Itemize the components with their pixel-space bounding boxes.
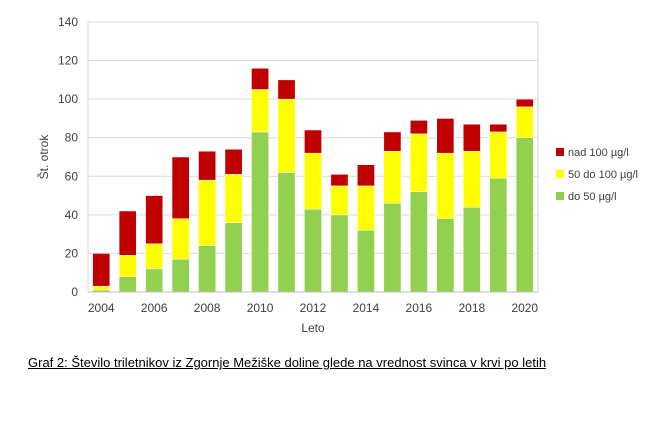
x-tick-label: 2010 — [247, 301, 274, 315]
x-tick-label: 2014 — [353, 301, 380, 315]
x-tick-label: 2006 — [141, 301, 168, 315]
x-tick-label: 2012 — [300, 301, 327, 315]
bar-segment-2008-s0 — [198, 245, 216, 293]
bar-segment-2007-s0 — [171, 258, 190, 293]
bar-segment-2005-s2 — [118, 210, 137, 256]
bar-segment-2004-s1 — [92, 285, 111, 291]
bar-segment-2004-s2 — [92, 253, 111, 287]
bar-segment-2009-s2 — [224, 149, 243, 175]
bar-segment-2017-s1 — [436, 152, 455, 219]
bar-segment-2015-s0 — [383, 203, 402, 293]
y-tick-label: 80 — [65, 131, 79, 145]
legend: nad 100 µg/l 50 do 100 µg/l do 50 µg/l — [556, 147, 638, 203]
y-tick-label: 20 — [65, 246, 79, 260]
bar-segment-2012-s0 — [304, 208, 322, 293]
bar-segment-2007-s1 — [171, 218, 190, 260]
bar-segment-2013-s1 — [330, 185, 349, 216]
bar-segment-2009-s1 — [224, 174, 243, 223]
y-tick-label: 140 — [58, 15, 78, 29]
bar-segment-2005-s1 — [118, 255, 137, 277]
bar-segment-2019-s2 — [489, 123, 508, 133]
x-tick-labels: 2004 2006 2008 2010 2012 2014 2016 2018 2020 — [88, 301, 539, 315]
bar-segment-2014-s1 — [357, 185, 375, 231]
y-tick-label: 60 — [65, 169, 79, 183]
legend-swatch — [556, 148, 564, 156]
bars — [92, 68, 534, 293]
x-tick-label: 2004 — [88, 301, 115, 315]
bar-segment-2008-s2 — [198, 150, 216, 181]
y-tick-label: 40 — [65, 208, 79, 222]
bar-segment-2009-s0 — [224, 222, 243, 293]
bar-segment-2015-s2 — [383, 131, 402, 152]
bar-segment-2016-s1 — [410, 133, 428, 192]
legend-swatch — [556, 170, 564, 178]
bar-segment-2013-s0 — [330, 214, 349, 293]
bar-segment-2019-s1 — [489, 131, 508, 179]
x-tick-label: 2018 — [458, 301, 485, 315]
bar-segment-2018-s1 — [462, 150, 481, 208]
bar-segment-2006-s2 — [145, 195, 164, 245]
bar-segment-2018-s2 — [462, 123, 481, 152]
bar-segment-2012-s1 — [304, 152, 322, 210]
y-tick-label: 100 — [58, 92, 78, 106]
bar-segment-2007-s2 — [171, 156, 190, 219]
bar-segment-2013-s2 — [330, 174, 349, 187]
bar-segment-2019-s0 — [489, 177, 508, 293]
bar-segment-2016-s0 — [410, 191, 428, 293]
bar-segment-2008-s1 — [198, 179, 216, 246]
bar-segment-2014-s2 — [357, 164, 375, 187]
bar-segment-2011-s1 — [277, 98, 296, 173]
bar-segment-2006-s1 — [145, 243, 164, 270]
x-tick-label: 2016 — [406, 301, 433, 315]
bar-segment-2014-s0 — [357, 230, 375, 293]
bar-segment-2020-s1 — [515, 106, 534, 138]
bar-segment-2020-s2 — [515, 98, 534, 108]
y-tick-label: 120 — [58, 54, 78, 68]
y-axis-title: Št. otrok — [36, 134, 51, 180]
x-tick-label: 2020 — [511, 301, 538, 315]
bar-segment-2011-s0 — [277, 172, 296, 293]
bar-segment-2010-s0 — [251, 131, 269, 293]
figure-caption: Graf 2: Število triletnikov iz Zgornje M… — [28, 355, 547, 370]
bar-segment-2006-s0 — [145, 268, 164, 293]
stacked-bar-chart: 0 20 40 60 80 100 120 140 2004 2006 2008 2010 2012 2… — [36, 15, 638, 335]
bar-segment-2011-s2 — [277, 79, 296, 100]
bar-segment-2018-s0 — [462, 206, 481, 293]
y-tick-label: 0 — [71, 285, 78, 299]
bar-segment-2017-s0 — [436, 218, 455, 293]
legend-label: nad 100 µg/l — [568, 147, 629, 159]
bar-segment-2005-s0 — [118, 276, 137, 293]
bar-segment-2020-s0 — [515, 137, 534, 293]
bar-segment-2010-s2 — [251, 68, 269, 90]
legend-label: do 50 µg/l — [568, 191, 617, 203]
legend-swatch — [556, 192, 564, 200]
x-axis-title: Leto — [301, 321, 325, 335]
x-tick-label: 2008 — [194, 301, 221, 315]
bar-segment-2015-s1 — [383, 150, 402, 204]
legend-label: 50 do 100 µg/l — [568, 169, 638, 181]
bar-segment-2010-s1 — [251, 89, 269, 133]
bar-segment-2017-s2 — [436, 118, 455, 154]
bar-segment-2012-s2 — [304, 129, 322, 154]
axes — [87, 21, 539, 293]
y-tick-labels: 0 20 40 60 80 100 120 140 — [58, 15, 78, 299]
bar-segment-2016-s2 — [410, 120, 428, 135]
